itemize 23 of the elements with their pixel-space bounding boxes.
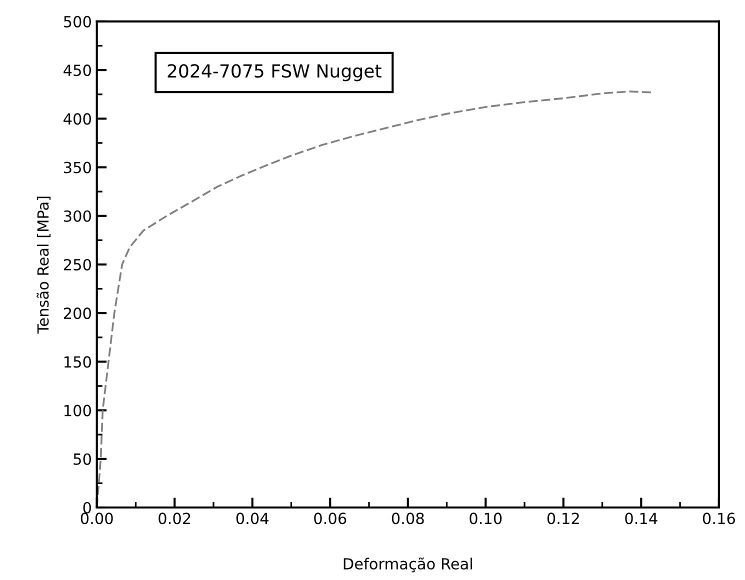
y-tick-label: 500	[64, 16, 91, 28]
y-tick-label: 350	[64, 162, 91, 174]
x-tick-label: 0.10	[470, 512, 502, 524]
y-tick-label: 200	[64, 308, 91, 320]
y-tick-label: 50	[74, 453, 91, 465]
y-axis-title: Tensão Real [MPa]	[36, 196, 51, 334]
x-tick-label: 0.14	[625, 512, 658, 524]
text: 2024-7075 FSW Nugget	[168, 64, 382, 82]
y-tick-label: 450	[64, 64, 91, 76]
y-tick-label: 150	[64, 356, 91, 368]
x-tick-label: 0.08	[392, 512, 424, 524]
x-tick-label: 0.02	[158, 512, 190, 524]
y-tick-label: 400	[64, 113, 91, 125]
x-axis-title: Deformação Real	[344, 557, 472, 572]
x-tick-label: 0.16	[702, 512, 735, 524]
y-tick-label: 300	[64, 210, 91, 222]
y-tick-label: 0	[83, 502, 91, 514]
x-tick-label: 0.12	[547, 512, 579, 524]
x-tick-label: 0.04	[236, 512, 269, 524]
y-tick-label: 100	[64, 404, 91, 416]
y-tick-label: 250	[64, 258, 91, 270]
x-tick-label: 0.00	[80, 512, 113, 524]
x-tick-label: 0.06	[314, 512, 346, 524]
